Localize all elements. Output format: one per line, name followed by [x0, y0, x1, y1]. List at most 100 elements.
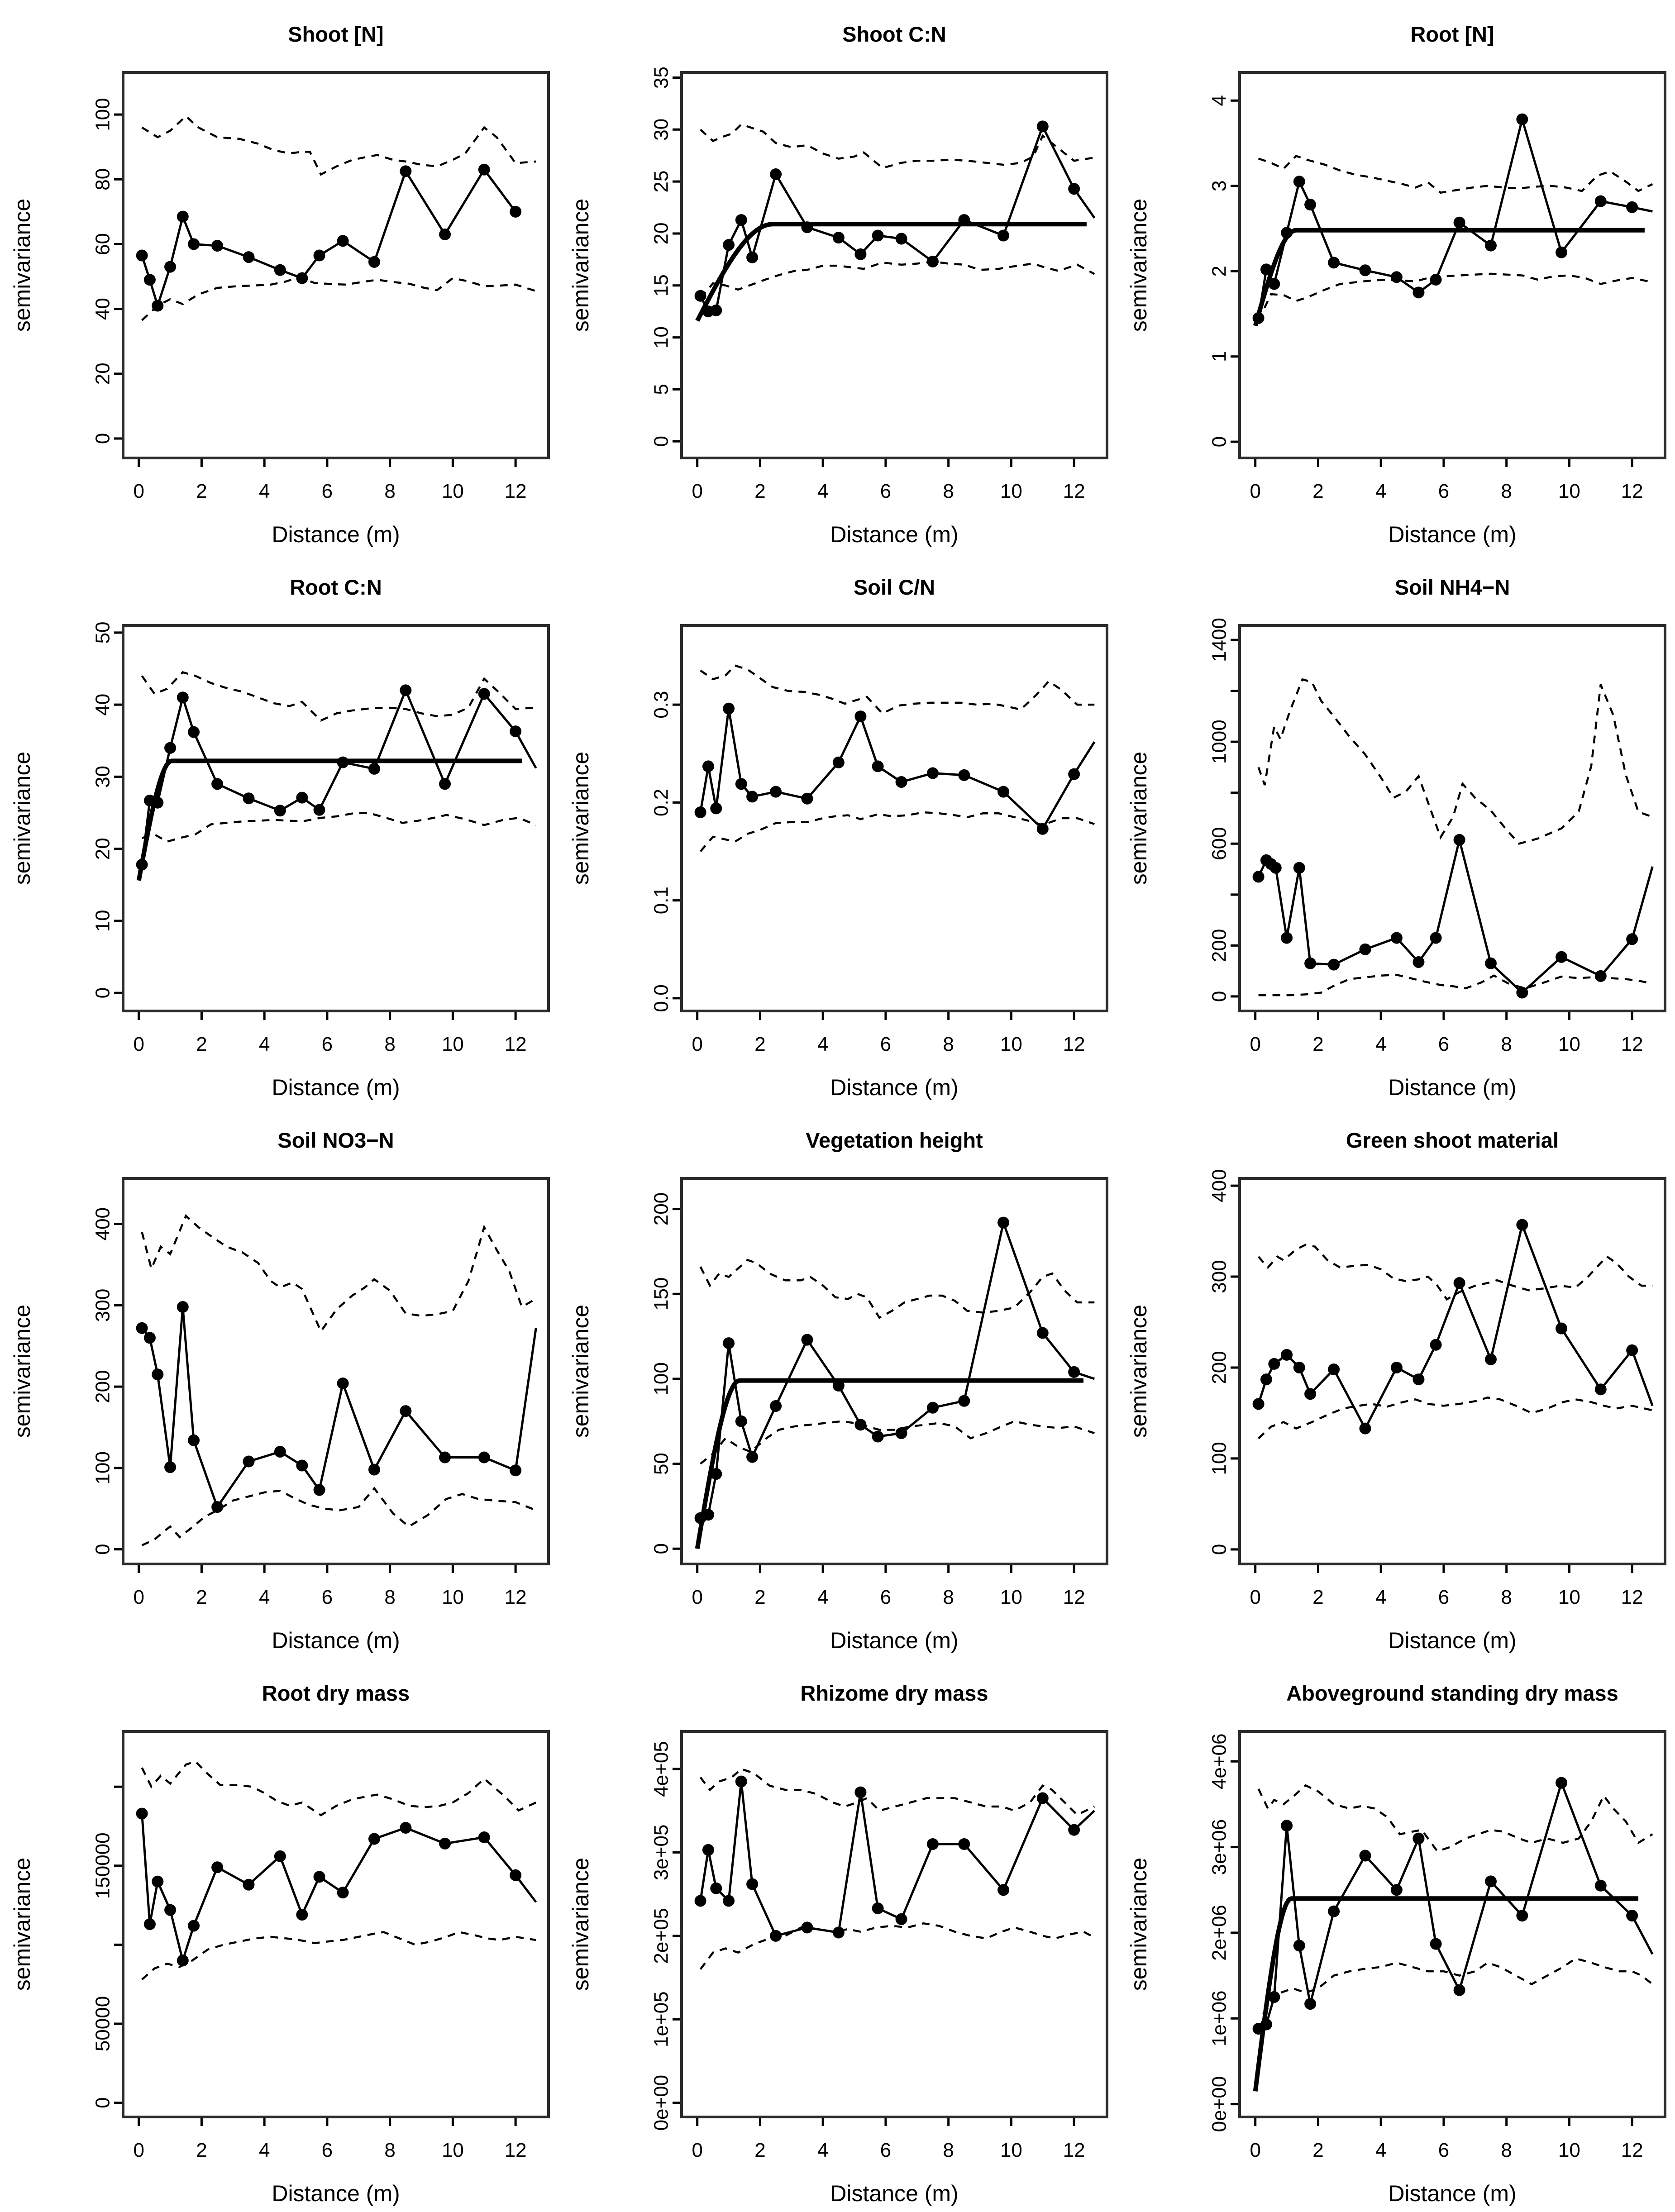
lower-envelope: [699, 1922, 1095, 1970]
series-line: [1258, 1779, 1654, 2030]
x-tick-label: 10: [442, 480, 464, 502]
series-point: [1430, 1339, 1442, 1351]
x-axis-title: Distance (m): [830, 522, 958, 547]
y-tick-label: 0: [650, 436, 672, 447]
x-tick-label: 0: [692, 2139, 702, 2161]
series-point: [926, 1838, 939, 1850]
y-tick-label: 30: [91, 766, 114, 788]
series-point: [274, 264, 286, 276]
series-point: [1036, 120, 1049, 133]
x-axis-title: Distance (m): [272, 1628, 400, 1653]
series-point: [801, 221, 813, 234]
series-point: [1516, 987, 1528, 999]
y-tick-label: 1400: [1208, 618, 1231, 662]
series-point: [136, 1807, 148, 1820]
panel-title: Root C:N: [290, 575, 382, 599]
x-tick-label: 10: [1000, 1586, 1022, 1608]
series-point: [746, 251, 758, 263]
series-point: [1359, 1422, 1371, 1435]
x-tick-label: 2: [754, 2139, 765, 2161]
series-point: [1485, 239, 1497, 252]
series-point: [1359, 1850, 1371, 1862]
y-axis-title: semivariance: [1126, 1858, 1151, 1991]
series-point: [1328, 257, 1340, 269]
x-tick-label: 12: [1621, 2139, 1643, 2161]
series-point: [1252, 312, 1265, 324]
series-point: [296, 1909, 308, 1921]
y-tick-label: 200: [1208, 929, 1231, 962]
y-tick-label: 60: [91, 233, 114, 255]
series-point: [1626, 201, 1638, 213]
series-point: [211, 240, 224, 252]
series-point: [274, 1445, 286, 1458]
y-tick-label: 0: [650, 1543, 672, 1554]
series-point: [926, 1402, 939, 1414]
y-axis-title: semivariance: [568, 752, 593, 885]
variogram-panel-rhizome-dry-mass: Rhizome dry mass semivariance Distance (m)…: [558, 1659, 1117, 2212]
series-point: [735, 214, 747, 226]
y-tick-label: 400: [91, 1207, 114, 1240]
series-point: [997, 1216, 1009, 1229]
x-tick-label: 2: [1313, 1586, 1324, 1608]
x-tick-label: 4: [1375, 480, 1386, 502]
series-point: [439, 1837, 451, 1850]
fit-line: [136, 758, 522, 881]
series-point: [1328, 958, 1340, 971]
series-point: [510, 205, 522, 218]
y-tick-label: 50: [650, 1453, 672, 1475]
series-point: [1595, 1879, 1607, 1892]
series-point: [143, 1332, 156, 1344]
x-tick-label: 8: [1501, 2139, 1512, 2161]
series-point: [1281, 1349, 1293, 1361]
plot-box: [121, 1730, 550, 2118]
series-point: [1304, 199, 1317, 211]
series-point: [1252, 1398, 1265, 1410]
series-point: [243, 1878, 255, 1891]
series-point: [211, 1861, 224, 1874]
x-tick-label: 4: [259, 480, 270, 502]
y-axis-title: semivariance: [568, 199, 593, 332]
lower-envelope: [1257, 272, 1653, 321]
x-tick-label: 8: [943, 1586, 954, 1608]
series-point: [337, 1887, 349, 1899]
upper-envelope: [141, 1214, 537, 1334]
series-point: [1516, 1219, 1528, 1231]
y-tick-label: 20: [91, 838, 114, 860]
x-axis-title: Distance (m): [830, 1628, 958, 1653]
x-tick-label: 0: [1250, 2139, 1261, 2161]
fit-line: [695, 1378, 1083, 1549]
series-point: [243, 1455, 255, 1468]
series-point: [769, 168, 782, 181]
panel-title: Aboveground standing dry mass: [1287, 1681, 1619, 1705]
y-tick-label: 0: [91, 1544, 114, 1554]
series-point: [1453, 1277, 1465, 1289]
series-point: [313, 1484, 325, 1496]
y-tick-label: 10: [91, 910, 114, 932]
series-point: [243, 251, 255, 263]
series-point: [694, 1895, 706, 1907]
x-tick-label: 10: [442, 1586, 464, 1608]
series-point: [710, 304, 722, 316]
variogram-panel-shoot-n: Shoot [N] semivariance Distance (m) 0 20 40 60…: [0, 0, 558, 553]
x-tick-label: 8: [1501, 480, 1512, 502]
series-point: [722, 702, 735, 715]
series-point: [1413, 286, 1425, 299]
plot-box: [121, 71, 550, 459]
upper-envelope: [1257, 678, 1653, 845]
series-line: [1257, 1220, 1654, 1431]
y-tick-label: 50: [91, 621, 114, 644]
y-tick-label: 200: [650, 1192, 672, 1225]
series-point: [895, 1913, 907, 1925]
x-tick-label: 8: [943, 480, 954, 502]
x-tick-label: 12: [1063, 1586, 1085, 1608]
series-point: [769, 1400, 782, 1412]
series-point: [177, 210, 189, 223]
series-point: [1556, 1777, 1568, 1789]
x-tick-label: 0: [692, 1033, 702, 1055]
x-tick-label: 4: [817, 480, 828, 502]
x-tick-label: 12: [505, 1033, 527, 1055]
series-point: [1485, 1875, 1497, 1888]
x-axis-title: Distance (m): [272, 2181, 400, 2206]
series-point: [1556, 246, 1568, 258]
y-tick-label: 2: [1208, 266, 1231, 276]
